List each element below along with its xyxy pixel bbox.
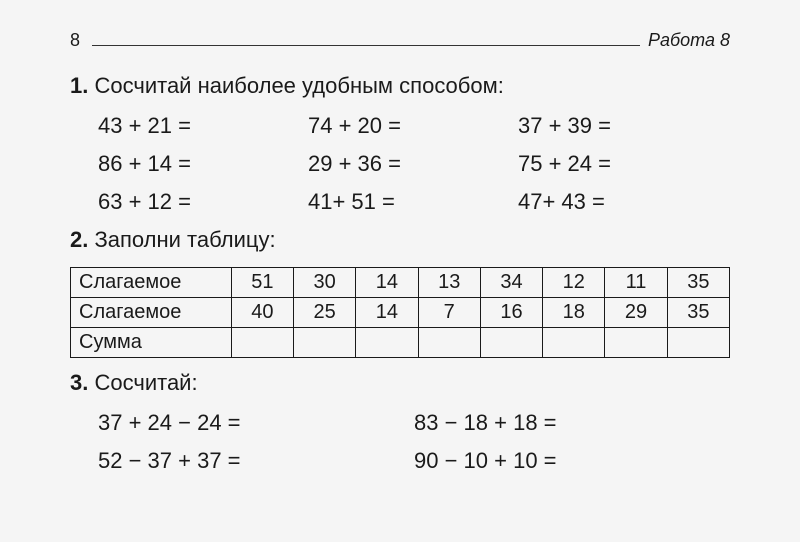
table-cell [605,328,667,358]
equation: 86 + 14 = [98,151,308,177]
equation: 74 + 20 = [308,113,518,139]
task2-table-wrap: Слагаемое 51 30 14 13 34 12 11 35 Слагае… [70,267,730,358]
task3-title: 3. Сосчитай: [70,370,730,396]
equation: 37 + 24 − 24 = [98,410,414,436]
table-cell: 13 [418,268,480,298]
equation-row: 86 + 14 = 29 + 36 = 75 + 24 = [98,151,730,177]
table-cell: 12 [543,268,605,298]
table-cell: 25 [294,298,356,328]
task3-number: 3. [70,370,88,395]
table-cell [294,328,356,358]
page-header: 8 Работа 8 [70,30,730,51]
equation: 75 + 24 = [518,151,728,177]
table-row: Слагаемое 40 25 14 7 16 18 29 35 [71,298,730,328]
addition-table: Слагаемое 51 30 14 13 34 12 11 35 Слагае… [70,267,730,358]
header-rule [92,45,640,46]
equation: 47+ 43 = [518,189,728,215]
table-cell: 18 [543,298,605,328]
table-cell: 14 [356,268,418,298]
task2-title: 2. Заполни таблицу: [70,227,730,253]
equation: 43 + 21 = [98,113,308,139]
table-row: Слагаемое 51 30 14 13 34 12 11 35 [71,268,730,298]
equation: 63 + 12 = [98,189,308,215]
header-title: Работа 8 [648,30,730,51]
equation: 37 + 39 = [518,113,728,139]
table-cell [356,328,418,358]
equation: 52 − 37 + 37 = [98,448,414,474]
table-cell: 35 [667,298,729,328]
table-cell [418,328,480,358]
equation-row: 37 + 24 − 24 = 83 − 18 + 18 = [98,410,730,436]
task1-number: 1. [70,73,88,98]
task2-text: Заполни таблицу: [94,227,275,252]
task2-number: 2. [70,227,88,252]
row-label: Слагаемое [71,268,232,298]
table-cell [543,328,605,358]
table-cell: 29 [605,298,667,328]
page-number: 8 [70,30,80,51]
equation-row: 63 + 12 = 41+ 51 = 47+ 43 = [98,189,730,215]
table-cell: 14 [356,298,418,328]
table-cell: 35 [667,268,729,298]
row-label: Сумма [71,328,232,358]
task3-text: Сосчитай: [94,370,197,395]
equation: 29 + 36 = [308,151,518,177]
row-label: Слагаемое [71,298,232,328]
task1-equations: 43 + 21 = 74 + 20 = 37 + 39 = 86 + 14 = … [98,113,730,215]
table-cell: 11 [605,268,667,298]
table-cell [231,328,293,358]
table-cell [667,328,729,358]
equation: 41+ 51 = [308,189,518,215]
table-cell: 34 [480,268,542,298]
table-cell [480,328,542,358]
task1-text: Сосчитай наиболее удобным способом: [94,73,503,98]
table-cell: 16 [480,298,542,328]
equation: 83 − 18 + 18 = [414,410,730,436]
task3-equations: 37 + 24 − 24 = 83 − 18 + 18 = 52 − 37 + … [98,410,730,474]
task1-title: 1. Сосчитай наиболее удобным способом: [70,73,730,99]
table-cell: 40 [231,298,293,328]
table-cell: 30 [294,268,356,298]
table-cell: 7 [418,298,480,328]
equation-row: 52 − 37 + 37 = 90 − 10 + 10 = [98,448,730,474]
equation-row: 43 + 21 = 74 + 20 = 37 + 39 = [98,113,730,139]
table-row: Сумма [71,328,730,358]
equation: 90 − 10 + 10 = [414,448,730,474]
table-cell: 51 [231,268,293,298]
